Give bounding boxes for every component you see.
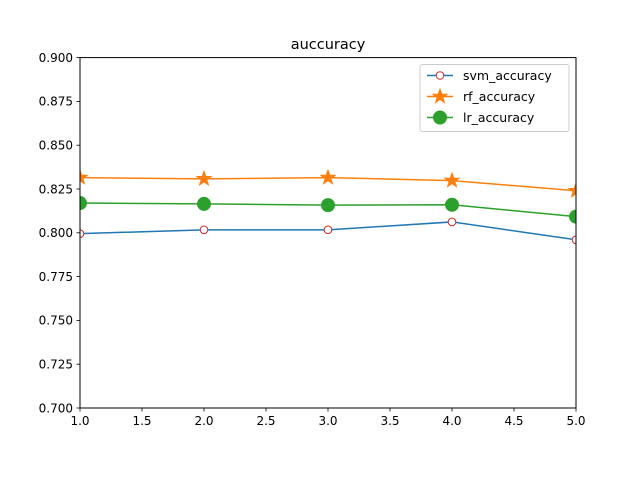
- data-point-lr_accuracy: [321, 198, 335, 213]
- y-tick-label: 0.900: [39, 51, 73, 65]
- legend: svm_accuracy rf_accuracy lr_accuracy: [419, 64, 570, 132]
- x-tick-label: 1.5: [132, 414, 151, 428]
- y-tick-label: 0.800: [39, 226, 73, 240]
- y-axis: 0.700 0.725 0.750 0.775 0.800 0.825 0.850 0.875…: [39, 51, 80, 415]
- x-axis: 1.0 1.5 2.0 2.5 3.0 3.5 4.0 4.5 5.0: [70, 408, 586, 428]
- data-point-lr_accuracy: [445, 197, 459, 212]
- legend-marker-svm_accuracy: [435, 71, 445, 80]
- x-tick-label: 4.0: [442, 414, 461, 428]
- chart-title: auccuracy: [291, 37, 366, 53]
- y-tick-label: 0.700: [39, 401, 73, 415]
- plot-frame: [79, 57, 577, 409]
- data-point-svm_accuracy: [80, 229, 85, 238]
- x-tick-label: 3.0: [318, 414, 337, 428]
- data-point-rf_accuracy: [567, 181, 576, 199]
- legend-box: [419, 64, 570, 132]
- data-point-svm_accuracy: [571, 235, 576, 245]
- y-tick-label: 0.750: [39, 314, 73, 328]
- y-tick-label: 0.850: [39, 139, 73, 153]
- data-point-lr_accuracy: [197, 196, 211, 211]
- data-point-svm_accuracy: [199, 225, 209, 235]
- data-point-svm_accuracy: [323, 225, 333, 235]
- y-tick-label: 0.725: [39, 358, 73, 372]
- x-tick-label: 5.0: [566, 414, 585, 428]
- data-point-rf_accuracy: [80, 168, 89, 185]
- x-tick-label: 3.5: [380, 414, 399, 428]
- x-tick-label: 4.5: [504, 414, 523, 428]
- legend-marker-rf_accuracy: [431, 87, 449, 104]
- y-tick-label: 0.825: [39, 182, 73, 196]
- legend-label-rf_accuracy: rf_accuracy: [463, 89, 536, 104]
- x-tick-label: 1.0: [70, 414, 89, 428]
- data-point-lr_accuracy: [80, 196, 87, 211]
- legend-label-svm_accuracy: svm_accuracy: [463, 68, 552, 83]
- data-point-rf_accuracy: [319, 168, 337, 185]
- data-point-rf_accuracy: [443, 171, 461, 188]
- legend-label-lr_accuracy: lr_accuracy: [463, 110, 535, 125]
- x-tick-label: 2.5: [256, 414, 275, 428]
- y-tick-label: 0.875: [39, 95, 73, 109]
- y-tick-label: 0.775: [39, 270, 73, 284]
- series-layer: [80, 168, 576, 245]
- x-tick-label: 2.0: [194, 414, 213, 428]
- legend-marker-lr_accuracy: [433, 110, 447, 125]
- data-point-rf_accuracy: [195, 169, 213, 187]
- data-point-lr_accuracy: [569, 209, 576, 224]
- data-point-svm_accuracy: [447, 217, 457, 227]
